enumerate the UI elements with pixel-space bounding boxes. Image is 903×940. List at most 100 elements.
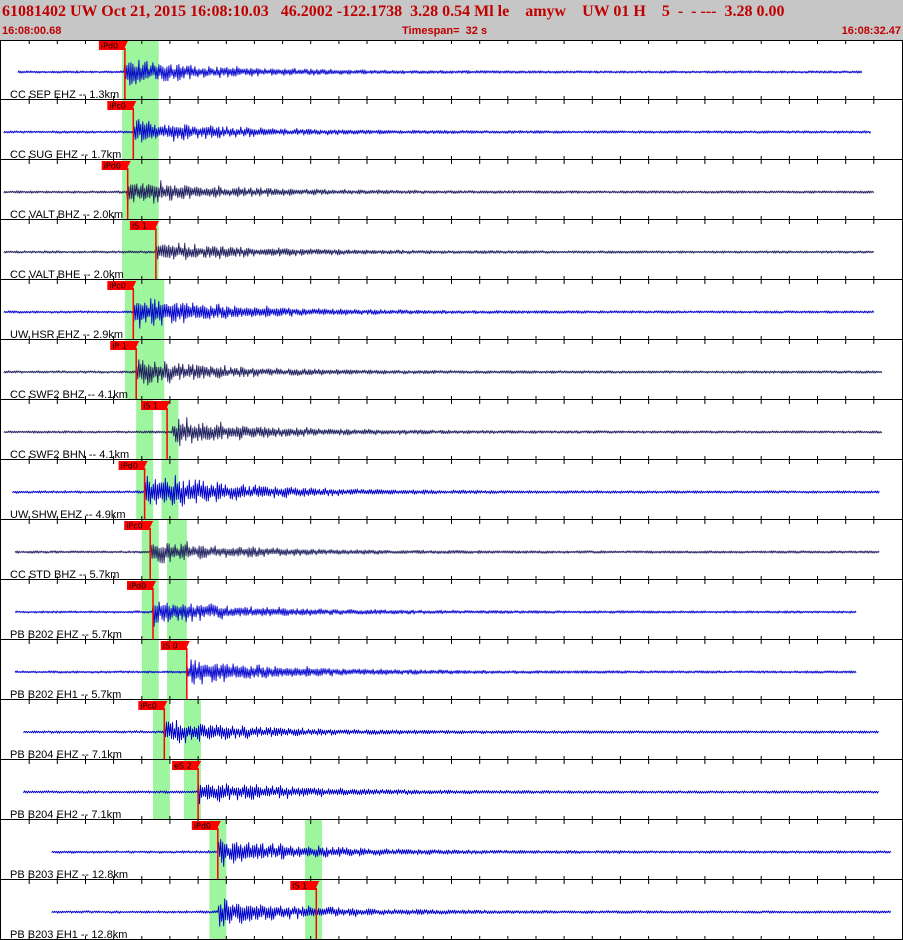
waveform-trace <box>14 659 857 685</box>
phase-pick[interactable]: iS 1 <box>141 401 171 460</box>
pick-flag <box>110 341 137 350</box>
channel-label: CC VALT BHZ -- 2.0km <box>10 209 123 221</box>
pick-flag <box>101 161 128 170</box>
p-pick-window <box>141 640 159 700</box>
channel-label: CC SEP EHZ -- 1.3km <box>10 89 119 101</box>
event-header: 61081402 UW Oct 21, 2015 16:08:10.03 46.… <box>0 0 903 40</box>
phase-pick[interactable]: iPd0 <box>101 161 131 220</box>
pick-arrow-icon <box>195 761 202 767</box>
phase-pick[interactable]: iPd0 <box>191 821 221 880</box>
pick-flag <box>172 761 199 770</box>
pick-flag <box>191 821 218 830</box>
event-summary-title: 61081402 UW Oct 21, 2015 16:08:10.03 46.… <box>2 3 785 20</box>
pick-arrow-icon <box>141 461 148 467</box>
channel-row[interactable]: iPc0 UW HSR EHZ -- 2.9km <box>0 280 903 341</box>
s-pick-window <box>139 100 159 160</box>
phase-pick[interactable]: eS 2 <box>172 761 202 820</box>
pick-flag <box>138 701 165 710</box>
pick-label: iS 1 <box>132 222 147 231</box>
p-pick-window <box>122 220 139 280</box>
channel-row[interactable]: iS 1 CC VALT BHE -- 2.0km <box>0 220 903 281</box>
s-pick-window <box>167 640 187 700</box>
s-pick-window <box>305 820 322 880</box>
phase-pick[interactable]: iPc0 <box>124 521 154 580</box>
s-pick-window <box>305 880 322 940</box>
s-pick-window <box>161 400 179 460</box>
channel-label: PB B203 EH1 -- 12.8km <box>10 929 127 940</box>
waveform-trace <box>51 898 892 927</box>
pick-flag <box>98 41 125 50</box>
pick-label: iPd0 <box>104 162 121 171</box>
phase-pick[interactable]: iS 1 <box>290 881 320 940</box>
pick-flag <box>127 581 153 590</box>
channel-row[interactable]: iS 1 CC SWF2 BHN -- 4.1km <box>0 400 903 461</box>
waveform-trace <box>51 839 892 867</box>
waveform-trace <box>14 601 857 627</box>
channel-row[interactable]: iPd0 PB B202 EHZ -- 5.7km <box>0 580 903 641</box>
waveform-trace <box>3 180 875 207</box>
waveform-trace <box>23 783 879 805</box>
channel-row[interactable]: iPd0 CC VALT BHZ -- 2.0km <box>0 160 903 221</box>
phase-pick[interactable]: iPd0 <box>118 461 148 520</box>
channel-row[interactable]: iPc0 PB B204 EHZ -- 7.1km <box>0 700 903 761</box>
channel-label: PB B203 EHZ -- 12.8km <box>10 869 128 881</box>
pick-label: iPd0 <box>194 822 211 831</box>
waveform-trace <box>23 719 879 744</box>
channel-row[interactable]: iP 1 CC SWF2 BHZ -- 4.1km <box>0 340 903 401</box>
phase-pick[interactable]: iS 1 <box>129 221 159 280</box>
pick-flag <box>118 461 145 470</box>
waveform-trace <box>17 59 863 86</box>
pick-arrow-icon <box>152 221 159 227</box>
channel-row[interactable]: iPc0 CC STD BHZ -- 5.7km <box>0 520 903 581</box>
pick-arrow-icon <box>147 521 154 527</box>
channel-row[interactable]: iPd0 UW SHW EHZ -- 4.9km <box>0 460 903 521</box>
pick-label: iS 1 <box>143 402 158 411</box>
waveform-trace <box>3 359 883 386</box>
pick-label: iPd0 <box>101 42 118 51</box>
pick-arrow-icon <box>214 821 221 827</box>
pick-label: iPc0 <box>109 282 126 291</box>
window-start-time: 16:08:00.68 <box>2 25 62 37</box>
phase-pick[interactable]: iPc0 <box>107 101 137 160</box>
channel-label: PB B204 EH2 -- 7.1km <box>10 809 121 821</box>
channel-row[interactable]: eS 2 PB B204 EH2 -- 7.1km <box>0 760 903 821</box>
p-pick-window <box>153 700 170 760</box>
p-pick-window <box>124 340 142 400</box>
phase-pick[interactable]: iPc0 <box>138 701 168 760</box>
channel-row[interactable]: iS 0 PB B202 EH1 -- 5.7km <box>0 640 903 701</box>
p-pick-window <box>153 760 170 820</box>
s-pick-window <box>184 760 201 820</box>
pick-label: iS 0 <box>163 642 178 651</box>
pick-flag <box>129 221 156 230</box>
pick-flag <box>124 521 151 530</box>
channel-row[interactable]: iPd0 PB B203 EHZ -- 12.8km <box>0 820 903 881</box>
pick-arrow-icon <box>150 581 156 587</box>
pick-arrow-icon <box>121 41 128 47</box>
phase-pick[interactable]: iPc0 <box>107 281 137 340</box>
phase-pick[interactable]: iPd0 <box>98 41 128 100</box>
channel-label: UW SHW EHZ -- 4.9km <box>10 509 126 521</box>
channel-label: CC VALT BHE -- 2.0km <box>10 269 124 281</box>
channel-row[interactable]: iPd0 CC SEP EHZ -- 1.3km <box>0 40 903 101</box>
pick-label: eS 2 <box>174 762 192 771</box>
waveform-trace <box>3 298 875 329</box>
timespan-label: Timespan= 32 s <box>402 25 488 37</box>
channel-row[interactable]: iPc0 CC SUG EHZ -- 1.7km <box>0 100 903 161</box>
phase-pick[interactable]: iS 0 <box>160 641 190 700</box>
p-pick-window <box>122 100 139 160</box>
channel-label: CC SWF2 BHN -- 4.1km <box>10 449 129 461</box>
pick-label: iPd0 <box>129 582 146 591</box>
channel-row[interactable]: iS 1 PB B203 EH1 -- 12.8km <box>0 880 903 940</box>
channel-label: CC SWF2 BHZ -- 4.1km <box>10 389 128 401</box>
phase-pick[interactable]: iP 1 <box>110 341 140 400</box>
pick-arrow-icon <box>130 281 137 287</box>
channel-label: CC SUG EHZ -- 1.7km <box>10 149 121 161</box>
pick-arrow-icon <box>130 101 137 107</box>
pick-arrow-icon <box>133 341 140 347</box>
pick-flag <box>107 101 134 110</box>
channel-label: PB B202 EHZ -- 5.7km <box>10 629 122 641</box>
pick-flag <box>160 641 187 650</box>
channel-label: CC STD BHZ -- 5.7km <box>10 569 119 581</box>
phase-pick[interactable]: iPd0 <box>127 581 156 640</box>
